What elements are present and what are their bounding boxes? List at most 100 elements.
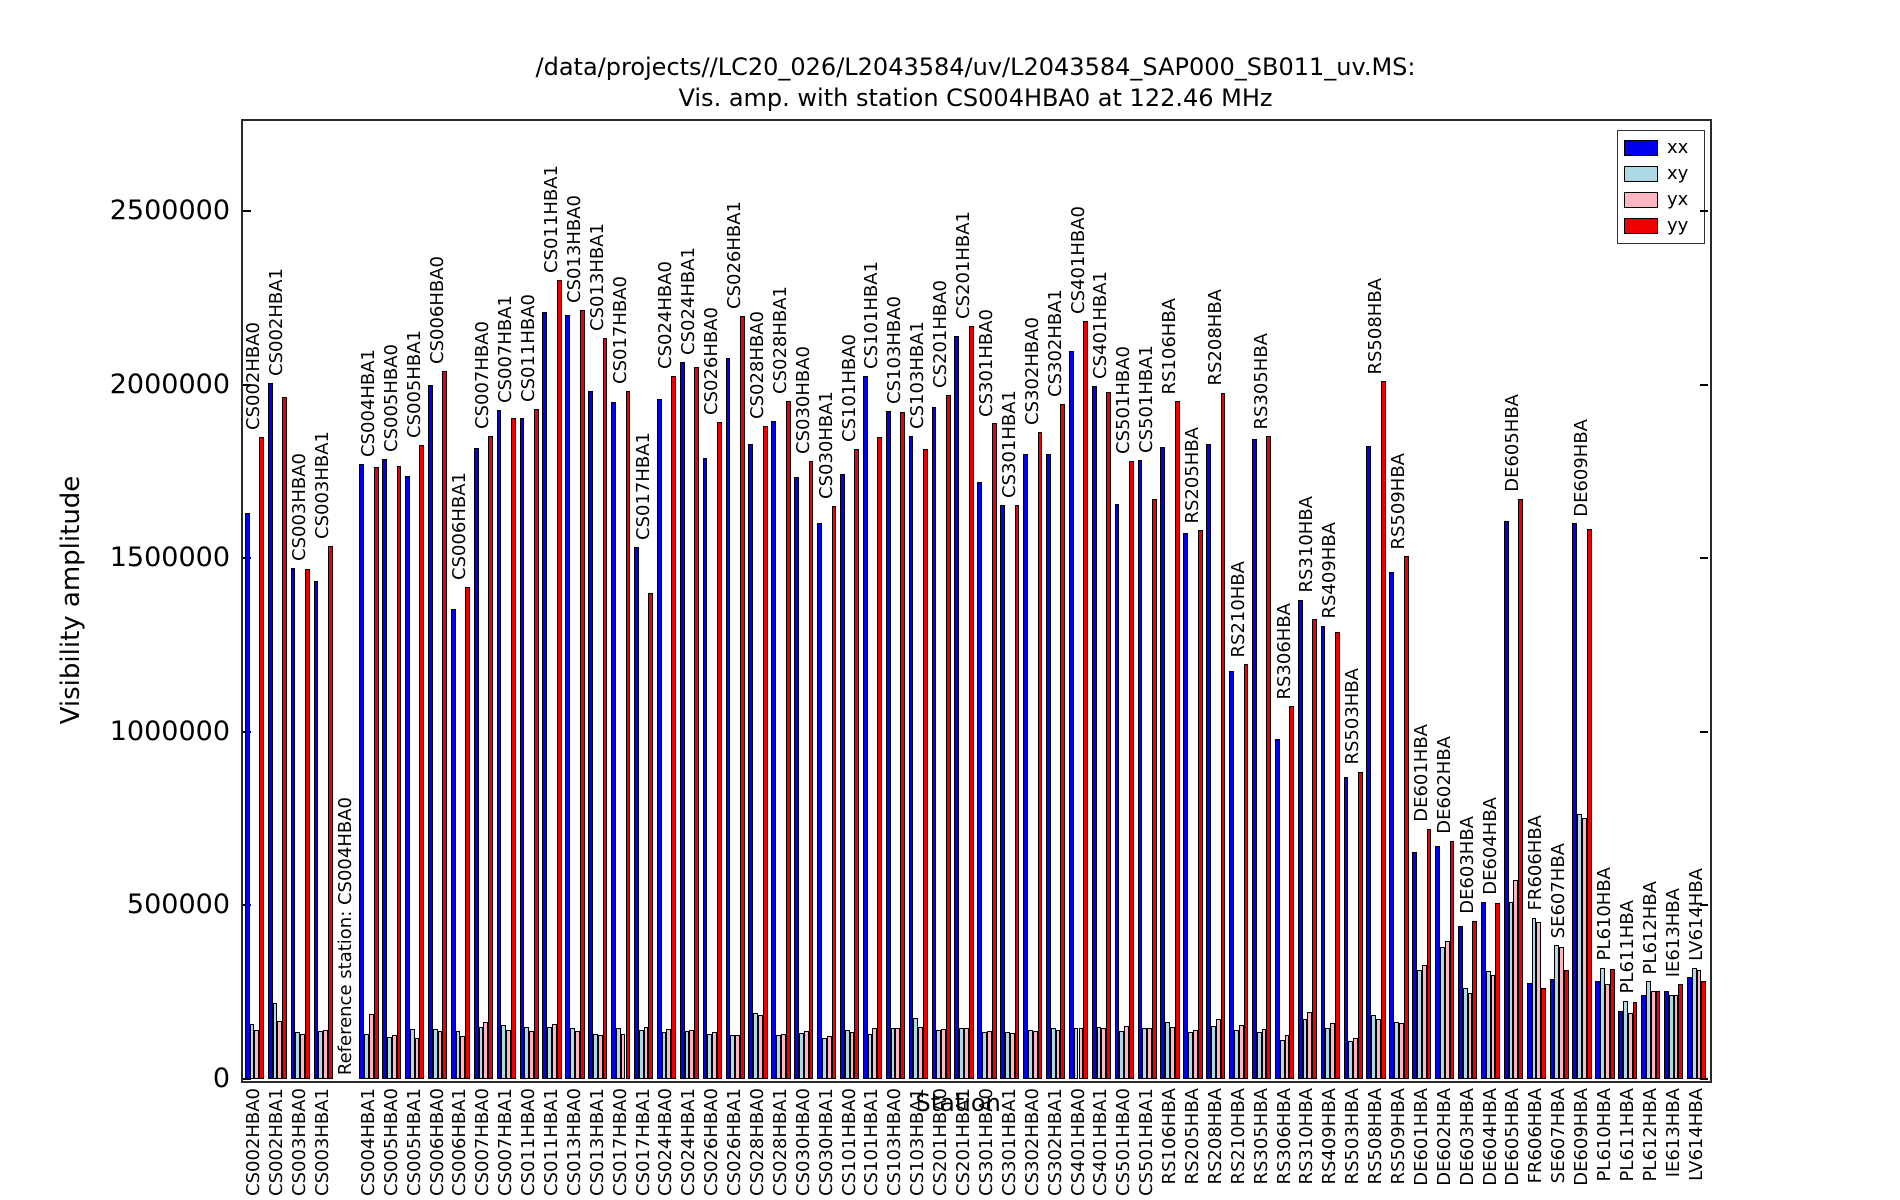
bar-CS101HBA1-xx	[862, 375, 868, 1079]
bar-CS026HBA0-yx	[712, 1032, 718, 1079]
bar-CS301HBA0-xy	[982, 1032, 987, 1079]
bar-CS005HBA0-yy	[396, 466, 402, 1079]
bar-CS301HBA1-yy	[1014, 505, 1020, 1079]
bar-CS302HBA0-xx	[1023, 454, 1028, 1079]
bar-RS409HBA-yy	[1335, 631, 1340, 1079]
bar-CS006HBA0-xx	[427, 385, 433, 1079]
station-annotation: DE605HBA	[1502, 394, 1524, 493]
bar-CS201HBA0-yx	[941, 1029, 946, 1079]
legend-label-xx: xx	[1667, 137, 1689, 158]
bar-CS004HBA1-yy	[373, 466, 379, 1079]
bar-PL610HBA-yy	[1609, 969, 1615, 1079]
bar-RS503HBA-xy	[1348, 1041, 1354, 1079]
x-tick-label: DE601HBA	[1410, 1088, 1432, 1186]
bar-CS017HBA0-yx	[620, 1033, 626, 1079]
bar-CS030HBA0-yx	[803, 1031, 809, 1079]
x-tick-label: RS508HBA	[1365, 1088, 1387, 1185]
bar-CS024HBA0-yy	[671, 375, 677, 1079]
bar-CS026HBA0-xy	[707, 1033, 713, 1079]
bar-DE609HBA-xy	[1577, 813, 1583, 1079]
bar-RS106HBA-xy	[1165, 1022, 1171, 1079]
bar-CS028HBA0-xy	[753, 1013, 759, 1079]
bar-CS103HBA0-yy	[900, 412, 905, 1079]
station-annotation: CS011HBA0	[518, 293, 540, 402]
bar-RS409HBA-xy	[1325, 1027, 1331, 1079]
station-annotation: CS024HBA1	[678, 247, 700, 356]
bar-DE604HBA-xx	[1480, 901, 1486, 1079]
bar-RS305HBA-yy	[1266, 436, 1272, 1079]
bar-CS011HBA0-xy	[524, 1026, 530, 1079]
bar-CS501HBA0-yx	[1124, 1026, 1130, 1079]
bar-CS501HBA1-xx	[1137, 459, 1143, 1079]
bar-CS002HBA1-yx	[277, 1020, 283, 1079]
x-tick-label: CS026HBA1	[724, 1088, 746, 1196]
station-annotation: CS013HBA1	[586, 223, 608, 332]
bar-CS401HBA1-xx	[1091, 385, 1097, 1079]
bar-CS101HBA0-yx	[849, 1032, 855, 1079]
bar-IE613HBA-xx	[1664, 990, 1669, 1079]
station-annotation: RS409HBA	[1319, 522, 1341, 619]
station-annotation: SE607HBA	[1548, 842, 1570, 938]
bar-CS401HBA0-yx	[1078, 1028, 1084, 1079]
station-annotation: CS003HBA0	[289, 452, 311, 561]
bar-CS013HBA1-xy	[592, 1033, 598, 1079]
bar-CS101HBA0-xx	[839, 473, 845, 1079]
bar-DE604HBA-yy	[1495, 902, 1501, 1079]
bar-CS003HBA0-xy	[295, 1032, 301, 1079]
station-annotation: FR606HBA	[1525, 815, 1547, 911]
bar-CS002HBA0-xy	[249, 1024, 255, 1079]
bar-CS013HBA1-yy	[602, 338, 608, 1079]
bar-RS508HBA-xx	[1366, 446, 1372, 1079]
x-tick-label: PL612HBA	[1639, 1088, 1661, 1182]
x-tick-label: CS201HBA0	[930, 1088, 952, 1196]
bar-CS007HBA1-yx	[506, 1030, 512, 1079]
x-tick-label: CS007HBA1	[495, 1088, 517, 1196]
bar-CS013HBA0-yx	[574, 1031, 580, 1079]
bar-CS028HBA0-yx	[758, 1014, 763, 1079]
bar-CS007HBA1-xy	[501, 1025, 507, 1079]
bar-DE604HBA-xy	[1485, 971, 1491, 1079]
bar-CS103HBA1-xy	[913, 1017, 919, 1079]
bar-CS101HBA1-xy	[867, 1034, 873, 1079]
bar-CS024HBA1-xx	[679, 362, 685, 1079]
bar-CS401HBA1-yx	[1101, 1027, 1107, 1079]
bar-RS509HBA-yy	[1403, 556, 1409, 1079]
bar-CS011HBA0-yy	[533, 408, 539, 1079]
x-tick-label: CS028HBA1	[769, 1088, 791, 1196]
bar-CS024HBA1-xy	[684, 1031, 690, 1079]
bar-RS106HBA-xx	[1160, 446, 1166, 1079]
bar-CS101HBA0-xy	[844, 1029, 850, 1079]
bar-CS201HBA1-yy	[968, 326, 974, 1079]
y-tick-label: 0	[212, 1063, 230, 1094]
x-tick-label: DE604HBA	[1479, 1088, 1501, 1186]
legend-swatch-yy	[1624, 218, 1658, 234]
y-tick-mark-right	[1700, 730, 1708, 733]
bar-CS003HBA1-xy	[318, 1030, 324, 1079]
bar-DE601HBA-xy	[1417, 969, 1422, 1079]
bar-RS208HBA-yx	[1215, 1019, 1221, 1079]
x-tick-label: RS205HBA	[1181, 1088, 1203, 1185]
y-tick-label: 500000	[126, 889, 230, 921]
bar-DE609HBA-xx	[1572, 523, 1578, 1079]
x-tick-label: RS208HBA	[1204, 1088, 1226, 1185]
y-tick-mark-left	[243, 383, 251, 386]
bar-RS306HBA-xy	[1279, 1040, 1285, 1079]
bar-CS302HBA1-yx	[1055, 1029, 1061, 1079]
bar-CS401HBA1-yy	[1106, 391, 1111, 1079]
bar-RS306HBA-yy	[1289, 706, 1295, 1079]
station-annotation: RS310HBA	[1296, 496, 1318, 593]
bar-CS024HBA0-xx	[656, 398, 662, 1079]
legend: xx xy yx yy	[1617, 130, 1705, 244]
x-tick-label: CS011HBA1	[541, 1088, 563, 1196]
bar-PL610HBA-xy	[1600, 967, 1605, 1079]
bar-RS305HBA-xx	[1252, 438, 1257, 1079]
bar-CS017HBA1-xy	[638, 1030, 644, 1079]
station-annotation: CS501HBA1	[1136, 344, 1158, 453]
x-tick-label: IE613HBA	[1662, 1088, 1684, 1178]
bar-CS007HBA0-xx	[473, 447, 479, 1079]
station-annotation: DE603HBA	[1456, 815, 1478, 914]
chart-title: /data/projects//LC20_026/L2043584/uv/L20…	[243, 52, 1708, 114]
station-annotation: IE613HBA	[1662, 887, 1684, 978]
station-annotation: CS007HBA0	[472, 321, 494, 429]
bar-PL611HBA-yx	[1627, 1013, 1633, 1079]
